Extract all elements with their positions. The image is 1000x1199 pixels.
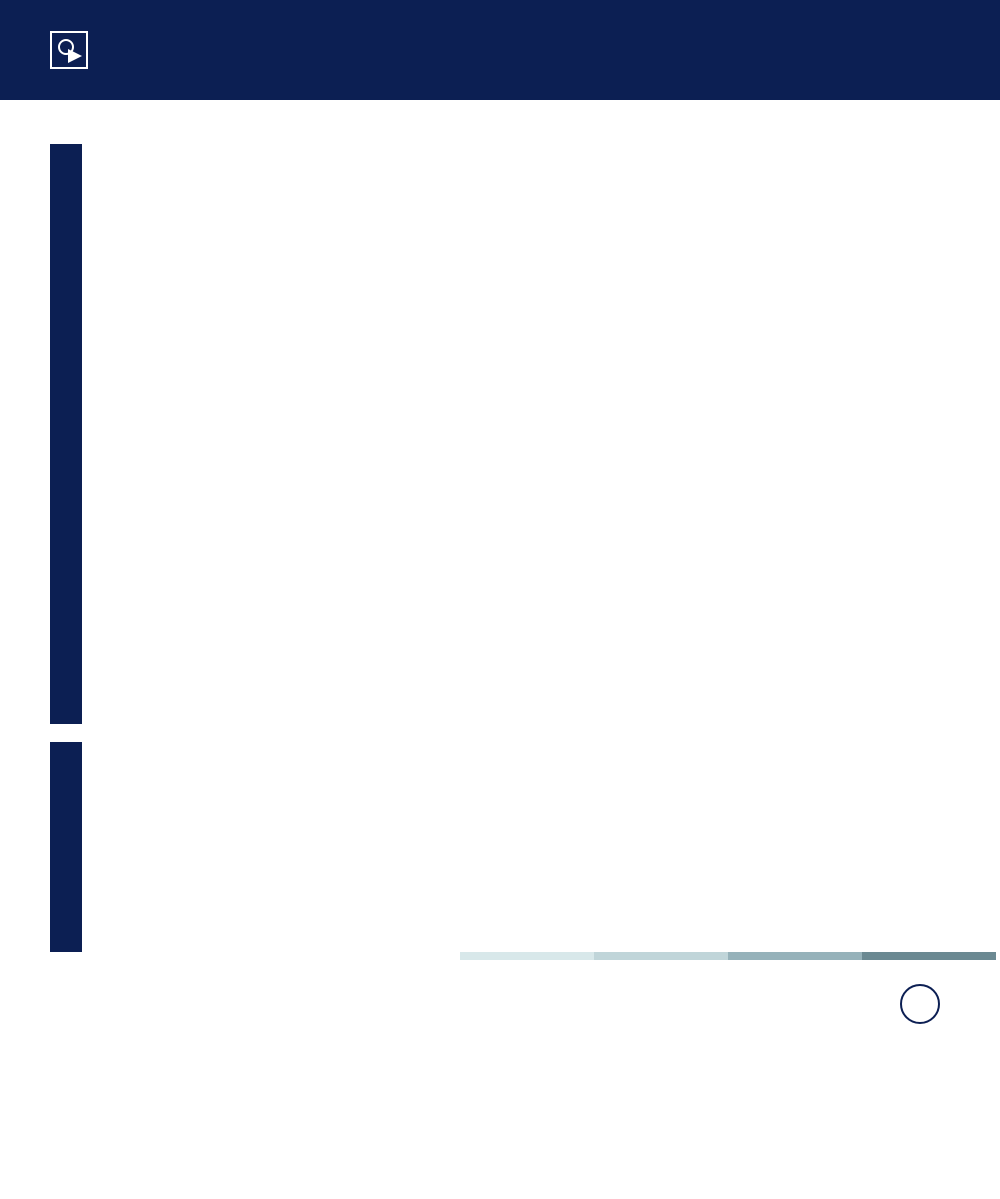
rail-features xyxy=(50,144,82,724)
top-area xyxy=(0,100,1000,144)
features-section xyxy=(0,144,1000,724)
header-bar xyxy=(0,0,1000,100)
warranty-icon xyxy=(900,984,940,1024)
intro-block xyxy=(50,130,460,144)
warranty-badge xyxy=(900,984,950,1024)
feature-labels-column xyxy=(82,144,460,724)
logo xyxy=(50,31,100,69)
logo-icon xyxy=(50,31,88,69)
footnotes xyxy=(0,960,1000,1054)
family-labels-column xyxy=(82,742,460,952)
rail-reco xyxy=(50,742,82,952)
footnotes-left xyxy=(50,984,445,1024)
product-header-row xyxy=(460,130,1000,144)
footnotes-right xyxy=(475,984,870,1024)
recommendation-section xyxy=(0,742,1000,952)
family-header xyxy=(82,742,460,758)
